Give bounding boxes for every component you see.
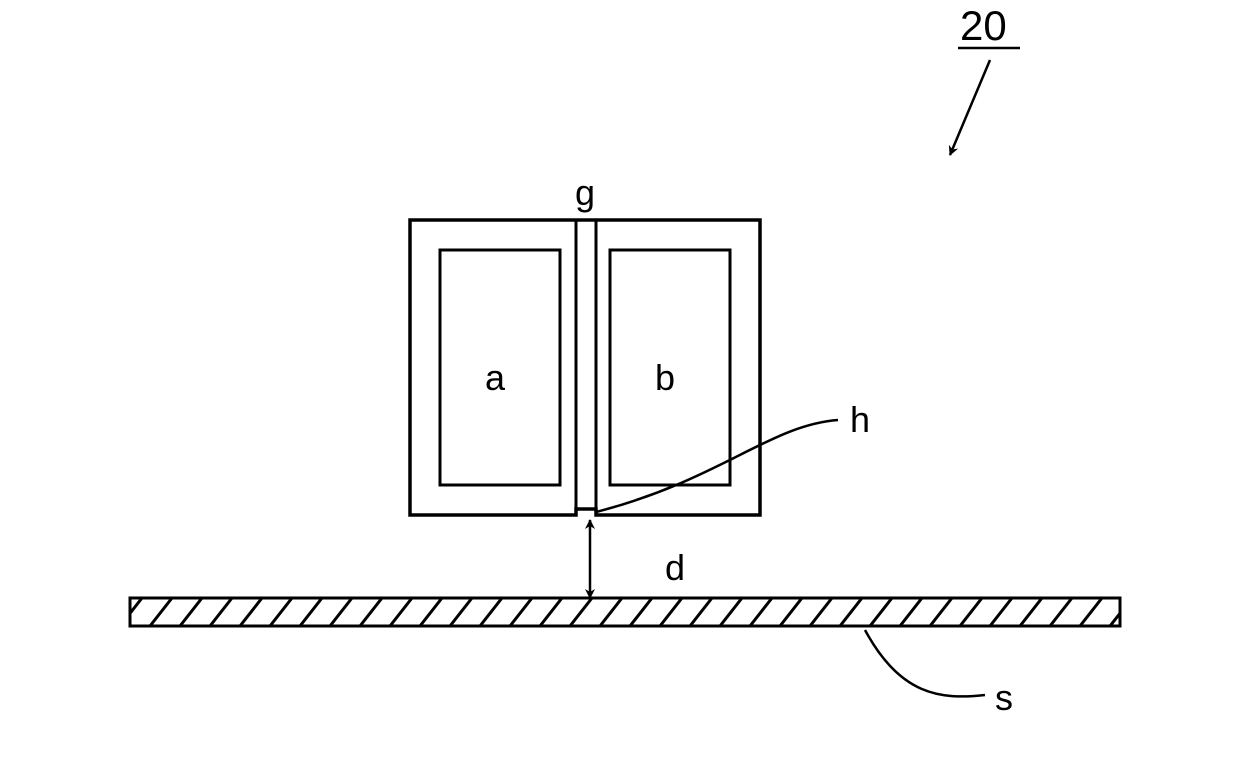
ref-arrow [950, 60, 990, 155]
surface-s-label: s [995, 677, 1013, 718]
distance-d-label: d [665, 547, 685, 588]
h-leader [596, 420, 838, 512]
coil-b-label: b [655, 357, 675, 398]
gap-g-label: g [575, 172, 595, 213]
ref-number-label: 20 [960, 2, 1007, 49]
coil-a-label: a [485, 357, 506, 398]
gap-h-label: h [850, 399, 870, 440]
surface-hatch [90, 598, 1162, 626]
s-leader [865, 630, 985, 696]
